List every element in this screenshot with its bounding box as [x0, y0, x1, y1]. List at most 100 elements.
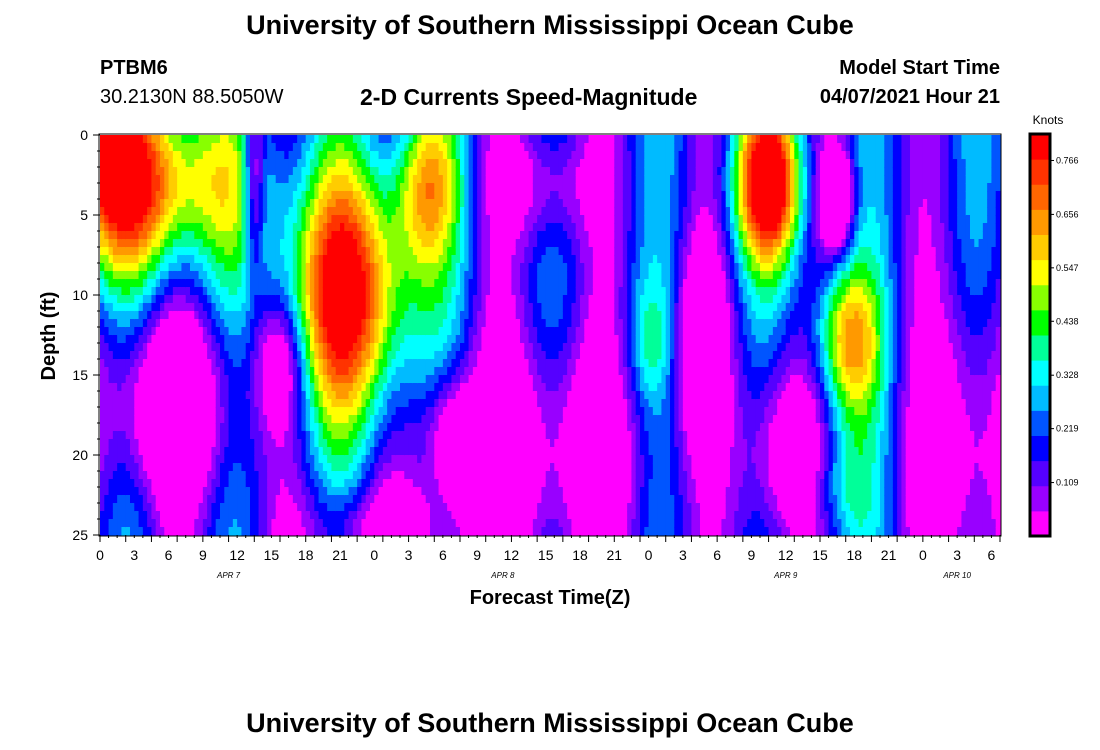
- heatmap-cell: [477, 247, 483, 256]
- heatmap-cell: [507, 511, 513, 520]
- heatmap-cell: [507, 519, 513, 528]
- heatmap-cell: [494, 479, 500, 488]
- heatmap-cell: [318, 287, 324, 296]
- heatmap-cell: [220, 431, 225, 440]
- heatmap-cell: [130, 231, 135, 240]
- heatmap-cell: [125, 335, 131, 344]
- heatmap-cell: [292, 463, 298, 472]
- heatmap-cell: [490, 143, 495, 152]
- heatmap-cell: [177, 479, 183, 488]
- heatmap-cell: [404, 159, 410, 168]
- heatmap-cell: [421, 495, 427, 504]
- heatmap-cell: [232, 215, 238, 224]
- heatmap-cell: [305, 263, 311, 272]
- heatmap-cell: [190, 463, 195, 472]
- heatmap-cell: [100, 151, 105, 160]
- heatmap-cell: [370, 399, 375, 408]
- heatmap-cell: [185, 223, 191, 232]
- heatmap-cell: [404, 415, 410, 424]
- heatmap-cell: [172, 319, 178, 328]
- heatmap-cell: [520, 143, 525, 152]
- heatmap-cell: [498, 159, 504, 168]
- heatmap-cell: [117, 279, 123, 288]
- heatmap-cell: [430, 343, 435, 352]
- heatmap-cell: [100, 463, 105, 472]
- heatmap-cell: [314, 327, 320, 336]
- heatmap-cell: [361, 391, 367, 400]
- heatmap-cell: [331, 455, 337, 464]
- heatmap-cell: [172, 503, 178, 512]
- heatmap-cell: [378, 295, 384, 304]
- heatmap-cell: [365, 351, 371, 360]
- heatmap-cell: [267, 527, 273, 536]
- heatmap-cell: [160, 463, 165, 472]
- heatmap-cell: [515, 287, 521, 296]
- heatmap-cell: [100, 207, 105, 216]
- heatmap-cell: [335, 479, 341, 488]
- heatmap-cell: [434, 495, 440, 504]
- heatmap-cell: [232, 479, 238, 488]
- heatmap-cell: [494, 359, 500, 368]
- heatmap-cell: [468, 399, 474, 408]
- heatmap-cell: [112, 199, 118, 208]
- heatmap-cell: [202, 191, 208, 200]
- heatmap-cell: [125, 439, 131, 448]
- heatmap-cell: [455, 519, 461, 528]
- heatmap-cell: [198, 495, 204, 504]
- heatmap-cell: [207, 271, 213, 280]
- heatmap-cell: [511, 383, 517, 392]
- heatmap-cell: [370, 143, 375, 152]
- heatmap-cell: [121, 167, 127, 176]
- heatmap-cell: [245, 375, 251, 384]
- heatmap-cell: [335, 327, 341, 336]
- heatmap-cell: [237, 239, 243, 248]
- heatmap-cell: [177, 367, 183, 376]
- heatmap-cell: [275, 295, 281, 304]
- heatmap-cell: [451, 495, 457, 504]
- heatmap-cell: [267, 239, 273, 248]
- heatmap-cell: [365, 255, 371, 264]
- heatmap-cell: [490, 151, 495, 160]
- heatmap-cell: [284, 263, 290, 272]
- heatmap-cell: [421, 271, 427, 280]
- heatmap-cell: [348, 287, 354, 296]
- heatmap-cell: [177, 279, 183, 288]
- heatmap-cell: [100, 215, 105, 224]
- heatmap-cell: [438, 391, 444, 400]
- heatmap-cell: [524, 167, 530, 176]
- heatmap-cell: [374, 375, 380, 384]
- heatmap-cell: [502, 335, 508, 344]
- heatmap-cell: [224, 471, 230, 480]
- heatmap-cell: [344, 271, 350, 280]
- heatmap-cell: [460, 487, 465, 496]
- heatmap-cell: [374, 359, 380, 368]
- heatmap-cell: [190, 167, 195, 176]
- heatmap-cell: [284, 367, 290, 376]
- heatmap-cell: [194, 511, 200, 520]
- heatmap-cell: [168, 503, 174, 512]
- heatmap-cell: [498, 167, 504, 176]
- heatmap-cell: [160, 319, 165, 328]
- heatmap-cell: [177, 223, 183, 232]
- heatmap-cell: [297, 527, 303, 536]
- heatmap-cell: [322, 407, 328, 416]
- heatmap-cell: [190, 335, 195, 344]
- heatmap-cell: [421, 399, 427, 408]
- heatmap-cell: [507, 447, 513, 456]
- heatmap-cell: [408, 383, 414, 392]
- heatmap-cell: [412, 511, 418, 520]
- heatmap-cell: [284, 519, 290, 528]
- heatmap-cell: [314, 191, 320, 200]
- heatmap-cell: [177, 175, 183, 184]
- heatmap-cell: [130, 495, 135, 504]
- heatmap-cell: [254, 335, 260, 344]
- heatmap-cell: [395, 279, 401, 288]
- heatmap-cell: [220, 223, 225, 232]
- heatmap-cell: [125, 263, 131, 272]
- heatmap-cell: [275, 311, 281, 320]
- heatmap-cell: [485, 479, 491, 488]
- heatmap-cell: [108, 239, 114, 248]
- heatmap-cell: [361, 375, 367, 384]
- heatmap-cell: [164, 191, 170, 200]
- heatmap-cell: [297, 167, 303, 176]
